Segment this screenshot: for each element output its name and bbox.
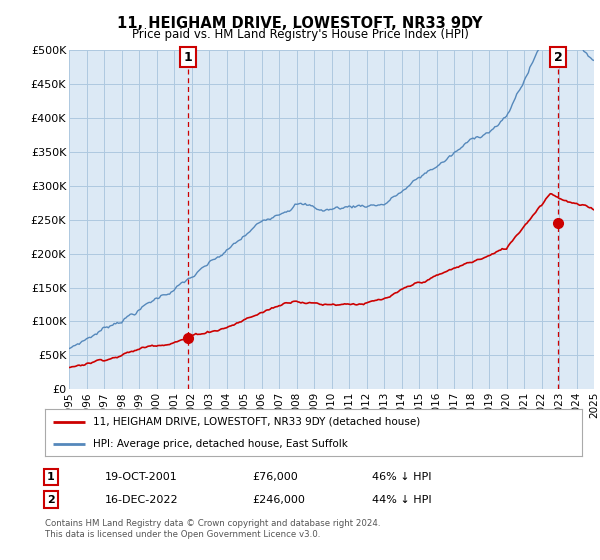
Text: 19-OCT-2001: 19-OCT-2001 — [105, 472, 178, 482]
Text: 1: 1 — [184, 50, 193, 64]
Text: 11, HEIGHAM DRIVE, LOWESTOFT, NR33 9DY (detached house): 11, HEIGHAM DRIVE, LOWESTOFT, NR33 9DY (… — [94, 417, 421, 427]
Text: 46% ↓ HPI: 46% ↓ HPI — [372, 472, 431, 482]
Text: 2: 2 — [47, 494, 55, 505]
Text: £76,000: £76,000 — [252, 472, 298, 482]
Text: This data is licensed under the Open Government Licence v3.0.: This data is licensed under the Open Gov… — [45, 530, 320, 539]
Text: Contains HM Land Registry data © Crown copyright and database right 2024.: Contains HM Land Registry data © Crown c… — [45, 519, 380, 528]
Text: HPI: Average price, detached house, East Suffolk: HPI: Average price, detached house, East… — [94, 438, 348, 449]
Text: £246,000: £246,000 — [252, 494, 305, 505]
Text: 16-DEC-2022: 16-DEC-2022 — [105, 494, 179, 505]
Text: 11, HEIGHAM DRIVE, LOWESTOFT, NR33 9DY: 11, HEIGHAM DRIVE, LOWESTOFT, NR33 9DY — [117, 16, 483, 31]
Text: 1: 1 — [47, 472, 55, 482]
Text: 2: 2 — [554, 50, 563, 64]
Text: Price paid vs. HM Land Registry's House Price Index (HPI): Price paid vs. HM Land Registry's House … — [131, 28, 469, 41]
Text: 44% ↓ HPI: 44% ↓ HPI — [372, 494, 431, 505]
